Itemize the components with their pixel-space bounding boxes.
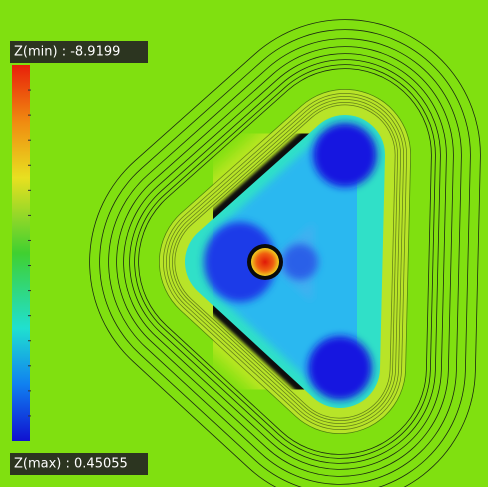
label-box [10,41,148,63]
lobe [313,123,377,187]
max-label: Z(max) : 0.45055 [14,457,128,472]
colorbar [12,65,30,441]
colorbar-ticks [28,89,31,417]
lobe [282,244,318,280]
min-label: Z(min) : -8.9199 [14,45,120,60]
core [251,248,279,276]
lobe [308,336,372,400]
label-box [10,453,148,475]
lobes [204,123,377,400]
lobe [204,222,276,302]
